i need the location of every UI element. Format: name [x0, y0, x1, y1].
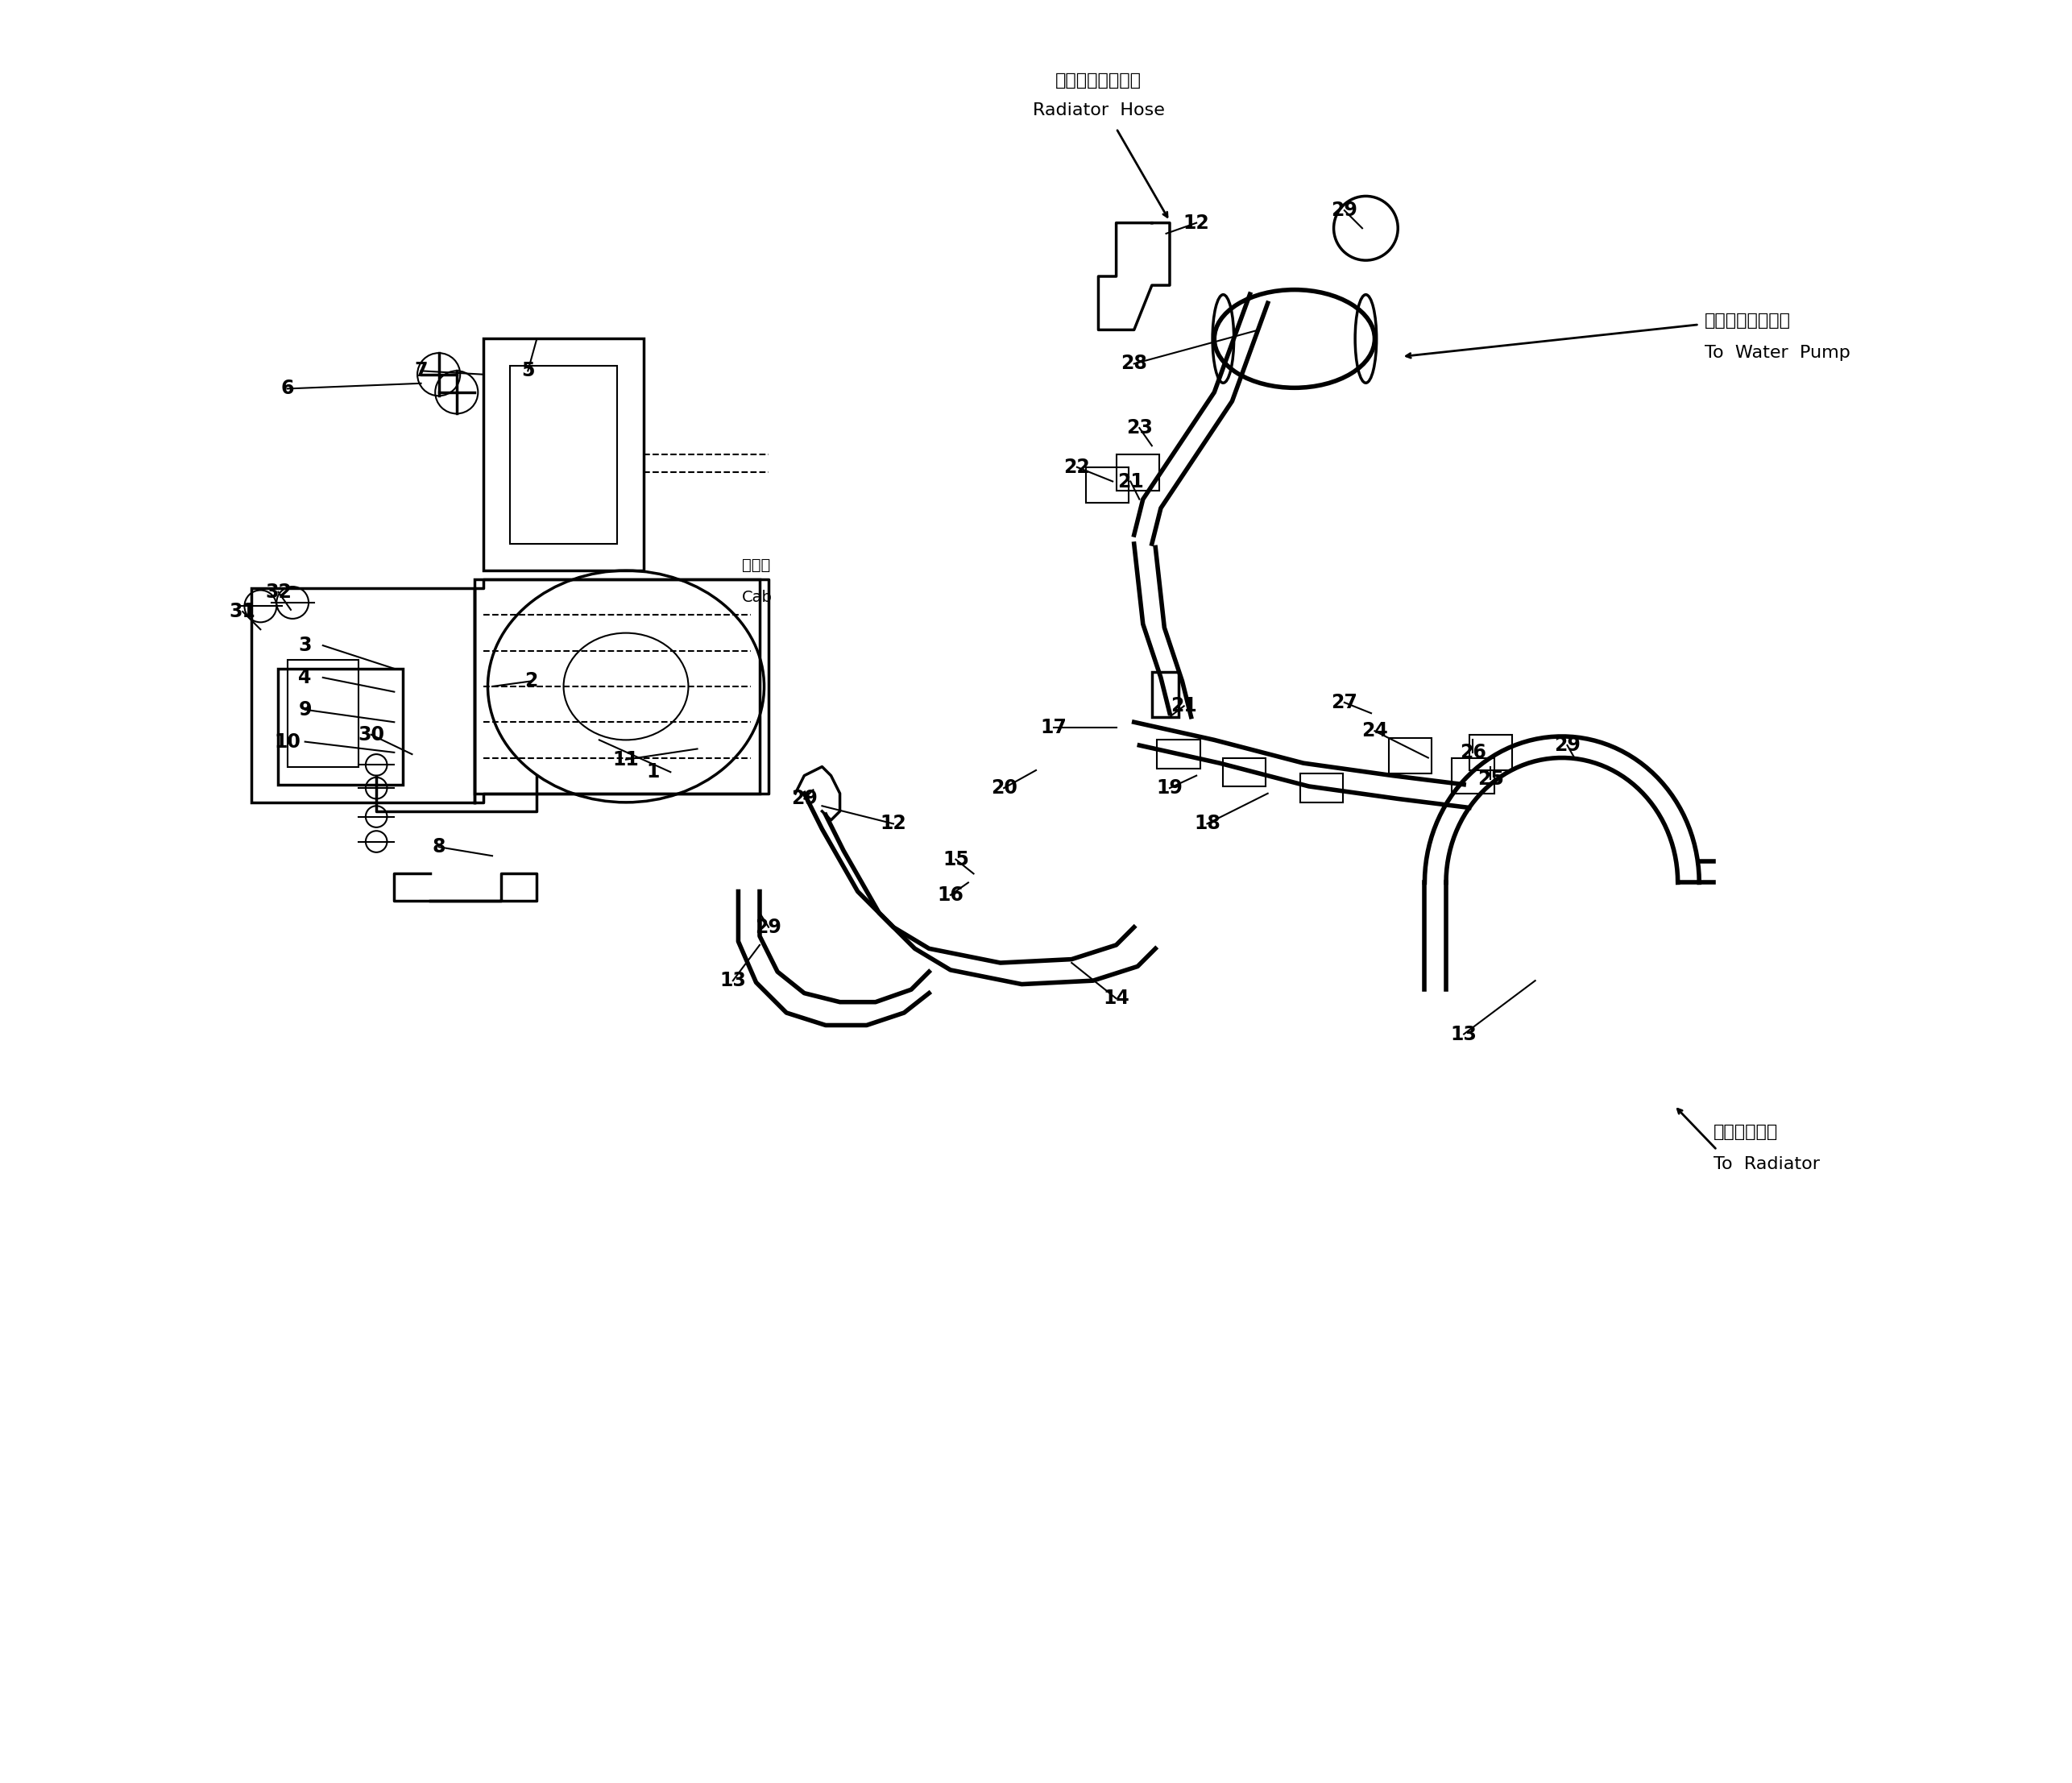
Text: 8: 8: [433, 838, 445, 856]
Text: 24: 24: [1361, 722, 1388, 740]
Text: Radiator  Hose: Radiator Hose: [1032, 102, 1164, 119]
Text: 25: 25: [1477, 770, 1504, 788]
Text: ラジエータへ: ラジエータへ: [1714, 1123, 1778, 1141]
Text: 7: 7: [414, 362, 427, 380]
Text: ウォータポンプへ: ウォータポンプへ: [1705, 312, 1790, 330]
Text: 5: 5: [522, 362, 535, 380]
Text: 28: 28: [1121, 355, 1148, 373]
Text: 31: 31: [230, 603, 257, 620]
Text: Cab: Cab: [742, 590, 773, 604]
Text: 15: 15: [943, 850, 970, 868]
Text: 9: 9: [298, 701, 311, 719]
Text: 26: 26: [1459, 744, 1486, 761]
Text: 6: 6: [280, 380, 294, 398]
Text: 32: 32: [265, 583, 292, 601]
Text: 22: 22: [1063, 458, 1090, 476]
Text: 4: 4: [298, 669, 311, 686]
Text: 29: 29: [792, 790, 818, 808]
Text: 11: 11: [613, 751, 638, 768]
Text: 12: 12: [1183, 214, 1210, 232]
Text: 29: 29: [1554, 736, 1581, 754]
Text: 29: 29: [1330, 201, 1357, 219]
Text: 21: 21: [1117, 472, 1144, 490]
Text: 14: 14: [1102, 990, 1129, 1007]
Text: 21: 21: [1171, 697, 1198, 715]
Text: 3: 3: [298, 637, 311, 654]
Text: 10: 10: [274, 733, 300, 751]
Text: ラジエータホース: ラジエータホース: [1055, 71, 1142, 89]
Text: 16: 16: [937, 886, 963, 904]
Text: 18: 18: [1193, 815, 1220, 833]
Text: キャブ: キャブ: [742, 558, 771, 572]
Text: To  Radiator: To Radiator: [1714, 1155, 1819, 1173]
Text: 13: 13: [719, 972, 746, 990]
Text: To  Water  Pump: To Water Pump: [1705, 344, 1850, 362]
Text: 13: 13: [1450, 1025, 1477, 1043]
Text: 1: 1: [646, 763, 659, 781]
Text: 23: 23: [1127, 419, 1152, 437]
Text: 17: 17: [1040, 719, 1067, 736]
Text: 20: 20: [990, 779, 1017, 797]
Text: 2: 2: [524, 672, 539, 690]
Text: 27: 27: [1330, 694, 1357, 711]
Text: 30: 30: [358, 726, 383, 744]
Text: 19: 19: [1156, 779, 1183, 797]
Text: 12: 12: [881, 815, 908, 833]
Text: 29: 29: [756, 918, 781, 936]
